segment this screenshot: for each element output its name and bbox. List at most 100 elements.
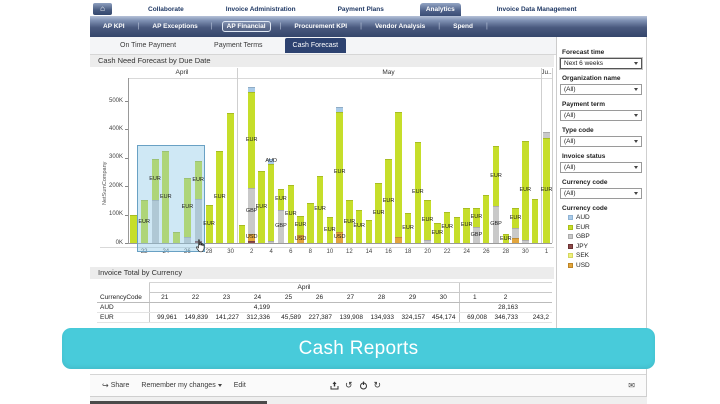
top-tab-payment-plans[interactable]: Payment Plans [337,5,384,13]
bar-segment-eur[interactable] [355,210,363,243]
bar-segment-eur[interactable] [502,234,510,243]
bar-segment-eur[interactable] [404,213,412,243]
module-tab-ap-financial[interactable]: AP Financial [221,21,271,32]
top-tab-analytics[interactable]: Analytics [419,2,461,16]
remember-changes-dropdown[interactable]: Remember my changes [141,382,222,389]
bar-segment-eur[interactable] [238,224,246,243]
bar-segment-aud[interactable] [267,158,275,165]
home-icon-button[interactable]: ⌂ [93,3,112,15]
bar-segment-eur[interactable] [316,176,324,243]
filter-dropdown-forecast-time[interactable]: Next 6 weeks [560,58,642,69]
refresh-icon[interactable]: ↻ [373,380,382,390]
bar-segment-usd[interactable] [395,237,402,243]
bar-segment-eur[interactable] [205,204,213,243]
bar-segment-gbp[interactable] [194,198,202,241]
bar-segment-eur[interactable] [183,177,191,238]
filter-dropdown-invoice-status[interactable]: (All) [560,162,642,173]
legend-entry-usd[interactable]: USD [568,262,647,269]
bar-segment-eur[interactable] [531,198,539,243]
bar-segment-eur[interactable] [326,217,334,243]
bar-segment-usd[interactable] [297,235,304,243]
mail-icon[interactable]: ✉ [628,381,635,390]
bar-segment-eur[interactable] [434,223,441,243]
legend-entry-jpy[interactable]: JPY [568,243,647,250]
video-scrubber[interactable] [90,401,267,404]
legend-entry-aud[interactable]: AUD [568,214,647,221]
bar-segment-eur[interactable] [194,160,202,199]
filter-dropdown-type-code[interactable]: (All) [560,136,642,147]
edit-button[interactable]: Edit [234,382,246,389]
bar-segment-gbp[interactable] [151,199,159,243]
bar-segment-usd[interactable] [248,233,255,241]
bar-segment-gbp[interactable] [248,188,255,234]
chart-selection-rect[interactable] [137,145,206,252]
bar-segment-eur[interactable] [248,92,255,189]
bar-segment-eur[interactable] [453,217,461,243]
module-tab-vendor-analysis[interactable]: Vendor Analysis [374,23,426,30]
bar-segment-eur[interactable] [414,142,422,243]
bar-segment-gbp[interactable] [473,227,480,243]
bar-segment-eur[interactable] [173,231,181,243]
page-tab-on-time-payment[interactable]: On Time Payment [120,42,177,49]
share-button[interactable]: ↪ Share [102,381,129,390]
filter-dropdown-currency-code[interactable]: (All) [560,188,642,199]
bar-segment-eur[interactable] [375,183,382,243]
top-tab-invoice-data-management[interactable]: Invoice Data Management [496,5,577,13]
bar-segment-eur[interactable] [482,194,490,243]
module-tab-procurement-kpi[interactable]: Procurement KPI [294,23,348,30]
bar-segment-gbp[interactable] [543,132,550,138]
page-tab-payment-terms[interactable]: Payment Terms [214,42,263,49]
legend-entry-gbp[interactable]: GBP [568,233,647,240]
bar-segment-eur[interactable] [473,207,480,228]
bar-segment-eur[interactable] [385,159,392,243]
bar-segment-aud[interactable] [248,86,255,93]
bar-segment-eur[interactable] [346,200,353,243]
bar-segment-eur[interactable] [307,203,314,243]
bar-segment-gbp[interactable] [277,210,285,243]
bar-segment-eur[interactable] [512,208,519,228]
bar-segment-eur[interactable] [297,215,304,236]
bar-segment-eur[interactable] [216,150,224,243]
bar-segment-jpy[interactable] [248,240,255,243]
bar-segment-eur[interactable] [395,112,402,238]
page-tab-cash-forecast[interactable]: Cash Forecast [284,38,347,53]
bar-segment-usd[interactable] [336,231,343,243]
bar-segment-eur[interactable] [151,158,159,200]
bar-segment-eur[interactable] [463,207,470,243]
bar-segment-eur[interactable] [443,211,451,243]
bar-segment-gbp[interactable] [492,206,500,243]
bar-segment-eur[interactable] [162,150,170,243]
bar-segment-eur[interactable] [492,146,500,207]
export-icon[interactable] [330,381,339,390]
bar-segment-eur[interactable] [522,141,529,240]
bar-segment-eur[interactable] [129,214,137,243]
bar-segment-eur[interactable] [543,137,550,243]
module-tab-ap-kpi[interactable]: AP KPI [103,23,125,30]
bar-segment-usd[interactable] [512,237,519,243]
bar-segment-eur[interactable] [140,200,148,243]
bar-segment-eur[interactable] [227,112,235,243]
bar-segment-eur[interactable] [365,220,373,243]
bar-segment-eur[interactable] [258,170,265,243]
bar-segment-gbp[interactable] [522,239,529,243]
bar-segment-gbp[interactable] [512,227,519,238]
cash-forecast-chart[interactable]: April May Ju.. 0K 100K 200K 300K 400K 500K NetSum… [100,68,554,268]
bar-segment-gbp[interactable] [424,239,431,243]
top-tab-collaborate[interactable]: Collaborate [148,5,184,13]
filter-dropdown-payment-term[interactable]: (All) [560,110,642,121]
bar-segment-aud[interactable] [336,107,343,113]
bar-segment-eur[interactable] [287,184,294,243]
bar-segment-eur[interactable] [424,199,431,240]
undo-icon[interactable]: ↺ [345,380,353,390]
legend-entry-sek[interactable]: SEK [568,252,647,259]
bar-segment-gbp[interactable] [183,237,191,243]
top-tab-invoice-administration[interactable]: Invoice Administration [225,5,296,13]
module-tab-spend[interactable]: Spend [453,23,473,30]
legend-entry-eur[interactable]: EUR [568,224,647,231]
bar-segment-eur[interactable] [277,189,285,211]
bar-segment-gbp[interactable] [267,240,275,243]
power-icon[interactable] [359,381,368,390]
bar-segment-eur[interactable] [336,112,343,232]
bar-segment-eur[interactable] [267,164,275,241]
module-tab-ap-exceptions[interactable]: AP Exceptions [152,23,198,30]
